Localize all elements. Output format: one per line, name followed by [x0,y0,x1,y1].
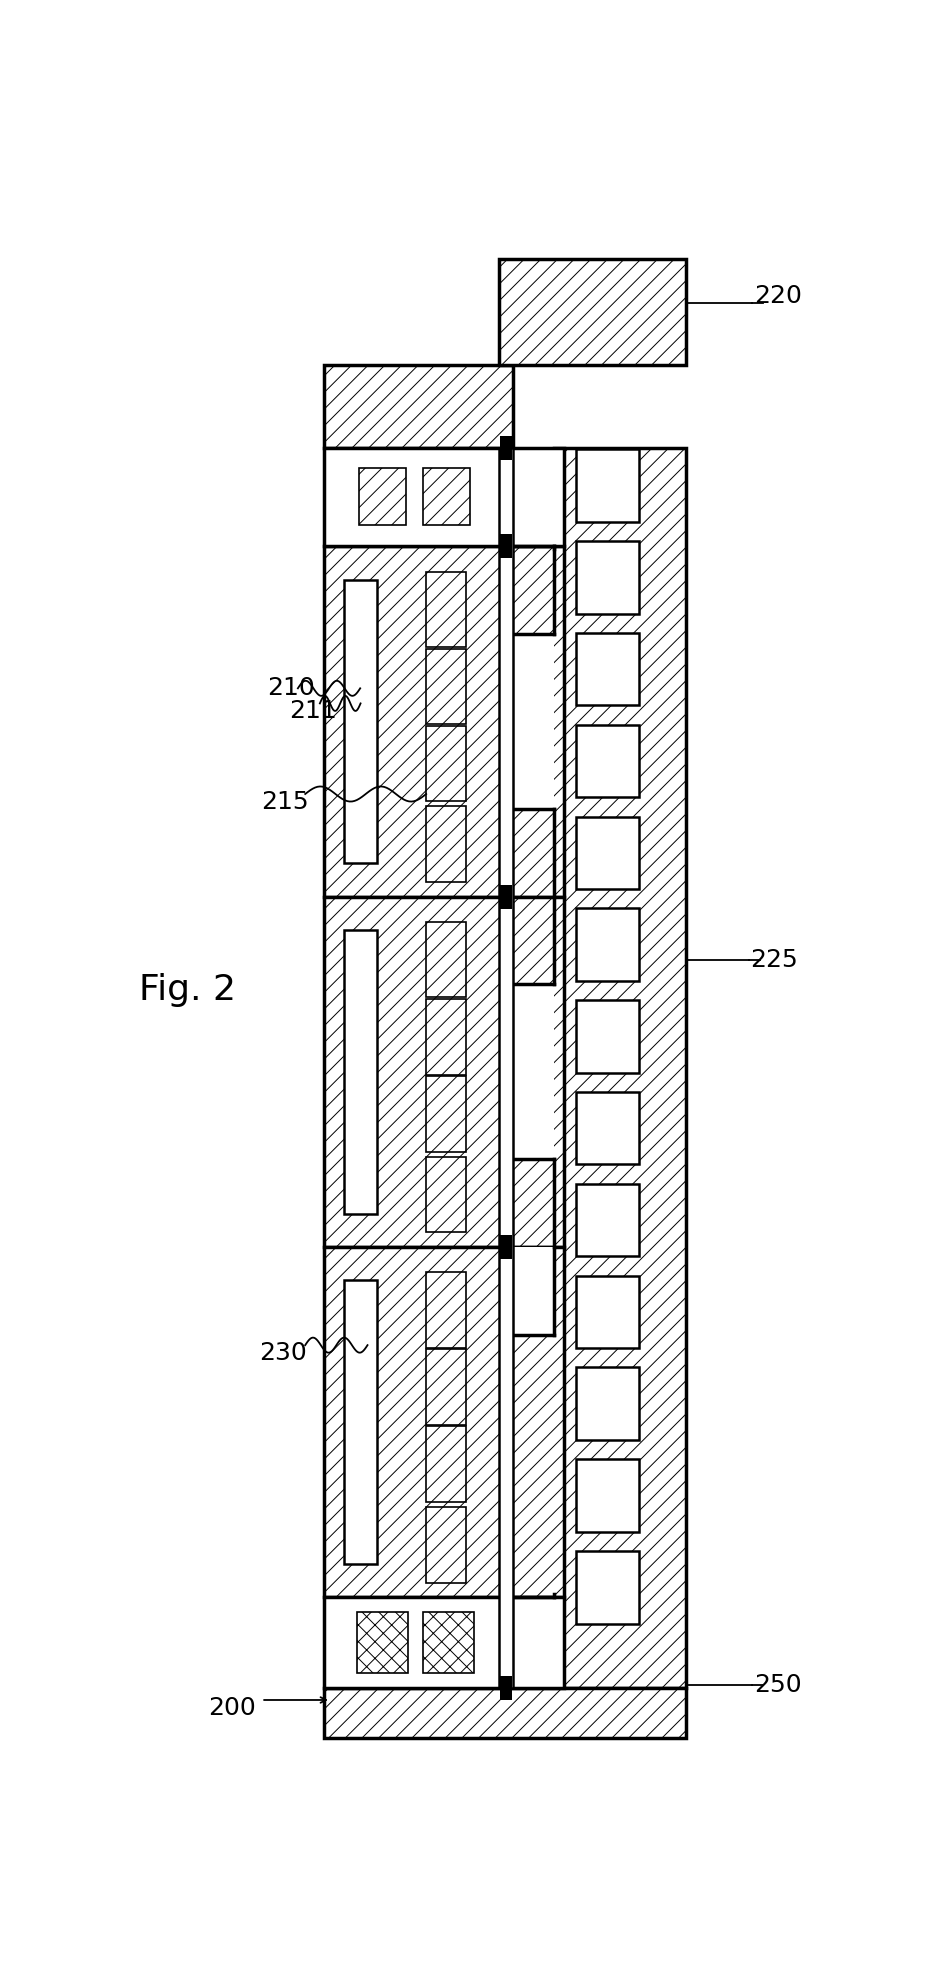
Bar [426,1157,466,1232]
Bar [576,541,639,614]
Bar [576,1459,639,1532]
Bar [576,1551,639,1624]
Text: 210: 210 [267,677,314,700]
Bar [426,1273,466,1347]
Bar [499,259,687,365]
Bar [423,469,470,526]
Text: 220: 220 [754,284,802,308]
Bar [324,449,564,547]
Bar [426,726,466,802]
Bar [576,1277,639,1347]
Bar [513,1247,554,1335]
Bar [576,1000,639,1073]
Bar [426,806,466,882]
Bar [344,1281,377,1565]
Bar [426,1506,466,1583]
Bar [500,435,512,461]
Bar [324,1688,687,1737]
Bar [344,580,377,863]
Bar [576,1092,639,1165]
Bar [426,1426,466,1502]
Bar [576,1184,639,1257]
Bar [423,1612,474,1673]
Bar [324,365,513,449]
Bar [359,469,407,526]
Bar [426,649,466,724]
Bar [357,1612,408,1673]
Bar [500,1235,512,1259]
Bar [576,908,639,980]
Text: 211: 211 [289,698,337,724]
Bar [324,1247,564,1598]
Bar [499,449,513,1688]
Bar [324,896,564,1247]
Bar [576,1367,639,1439]
Text: 200: 200 [208,1696,255,1720]
Bar [500,533,512,559]
Bar [554,449,687,1688]
Bar [500,884,512,908]
Bar [426,573,466,647]
Text: Fig. 2: Fig. 2 [139,973,236,1008]
Bar [324,1598,564,1688]
Bar [576,816,639,888]
Bar [576,726,639,798]
Bar [576,633,639,706]
Text: 250: 250 [754,1673,802,1696]
Bar [426,998,466,1075]
Bar [513,633,554,810]
Bar [344,930,377,1214]
Bar [426,1349,466,1426]
Bar [426,1077,466,1151]
Bar [500,1677,512,1700]
Bar [324,547,564,896]
Text: 225: 225 [750,947,798,973]
Bar [576,449,639,522]
Bar [513,984,554,1159]
Bar [426,922,466,998]
Text: 230: 230 [259,1341,307,1365]
Text: 215: 215 [262,790,309,814]
